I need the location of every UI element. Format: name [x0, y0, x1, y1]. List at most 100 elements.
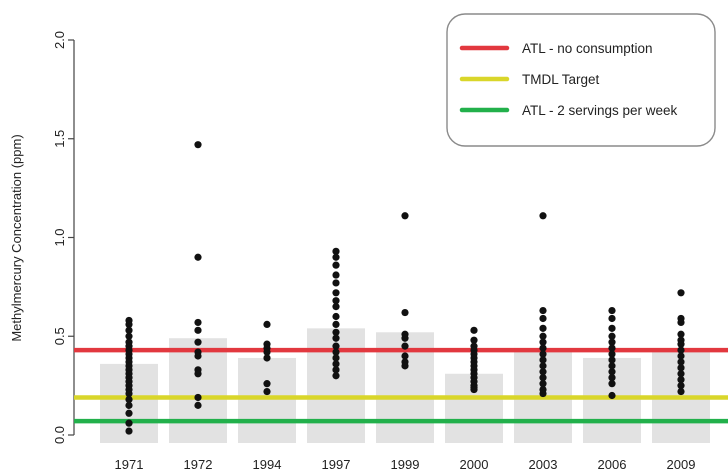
data-point-1972: [194, 401, 202, 409]
data-point-1997: [332, 279, 340, 287]
data-point-2003: [539, 332, 547, 340]
y-tick-label: 0.5: [52, 327, 67, 345]
x-tick-label: 1994: [253, 457, 282, 472]
data-point-2009: [677, 318, 685, 327]
data-point-2003: [539, 356, 547, 364]
data-point-1997: [332, 261, 340, 269]
data-point-2003: [539, 324, 547, 332]
data-point-2009: [677, 289, 685, 297]
data-point-2006: [608, 380, 616, 388]
data-point-1994: [263, 354, 271, 362]
data-point-2003: [539, 374, 547, 382]
data-point-1999: [401, 334, 409, 342]
data-point-1971: [125, 409, 133, 417]
data-point-2009: [677, 330, 685, 338]
data-point-1971: [125, 395, 133, 404]
data-point-1972: [194, 318, 202, 327]
data-point-2009: [677, 376, 685, 384]
data-point-2006: [608, 391, 616, 400]
data-point-1997: [332, 289, 340, 297]
data-point-2006: [608, 356, 616, 364]
data-point-2003: [539, 350, 547, 358]
data-point-1997: [332, 334, 340, 342]
x-tick-label: 2003: [529, 457, 558, 472]
data-point-1994: [263, 320, 271, 328]
data-point-2003: [539, 338, 547, 346]
data-point-1972: [194, 338, 202, 346]
legend-label: ATL - 2 servings per week: [522, 103, 678, 118]
y-axis-label: Methylmercury Concentration (ppm): [9, 134, 24, 341]
data-point-2006: [608, 344, 616, 352]
data-point-1999: [401, 212, 409, 220]
data-point-1997: [332, 354, 340, 362]
data-point-1997: [332, 320, 340, 328]
data-point-1997: [332, 297, 340, 305]
data-point-1997: [332, 247, 340, 255]
data-point-2009: [677, 340, 685, 348]
data-point-1999: [401, 352, 409, 360]
y-tick-label: 1.5: [52, 130, 67, 148]
data-point-2003: [539, 314, 547, 323]
data-point-1971: [125, 401, 133, 409]
x-tick-label: 2000: [460, 457, 489, 472]
data-point-2003: [539, 380, 547, 388]
data-point-2009: [677, 364, 685, 372]
data-point-1972: [194, 253, 202, 261]
data-point-1999: [401, 362, 409, 370]
y-tick-label: 2.0: [52, 31, 67, 49]
data-point-2000: [470, 385, 478, 394]
data-point-2006: [608, 324, 616, 332]
data-point-1997: [332, 348, 340, 356]
data-point-2009: [677, 370, 685, 378]
legend: ATL - no consumption TMDL Target ATL - 2 s…: [446, 13, 716, 147]
data-point-1994: [263, 387, 271, 396]
data-point-1997: [332, 253, 340, 261]
data-point-2003: [539, 212, 547, 220]
data-point-2009: [677, 387, 685, 396]
data-point-1999: [401, 342, 409, 350]
legend-label: TMDL Target: [522, 72, 600, 87]
bar-1994: [238, 357, 296, 443]
data-point-1971: [125, 326, 133, 334]
y-tick-label: 0.0: [52, 426, 67, 444]
x-tick-label: 1971: [115, 457, 144, 472]
y-tick-label: 1.0: [52, 228, 67, 246]
x-tick-labels: 1971 1972 1994 1997 1999 2000 2003 2006 2009: [115, 457, 696, 472]
data-point-1971: [125, 427, 133, 435]
data-point-1971: [125, 419, 133, 427]
data-point-2003: [539, 344, 547, 352]
x-tick-label: 2006: [598, 457, 627, 472]
data-point-2003: [539, 306, 547, 315]
legend-box: [446, 13, 716, 147]
data-point-1997: [332, 328, 340, 336]
data-point-1997: [332, 372, 340, 380]
data-point-2006: [608, 306, 616, 315]
data-point-2003: [539, 368, 547, 376]
data-point-2003: [539, 389, 547, 398]
data-point-2000: [470, 336, 478, 344]
data-point-1971: [125, 389, 133, 398]
data-point-2006: [608, 374, 616, 382]
legend-label: ATL - no consumption: [522, 41, 653, 56]
data-point-1997: [332, 303, 340, 311]
data-point-2006: [608, 368, 616, 376]
data-point-1972: [194, 326, 202, 334]
data-point-1972: [194, 352, 202, 360]
data-point-1972: [194, 370, 202, 378]
data-point-1972: [194, 393, 202, 402]
x-tick-label: 1999: [391, 457, 420, 472]
data-points: [125, 141, 685, 435]
data-point-1997: [332, 271, 340, 279]
data-point-2000: [470, 326, 478, 334]
x-tick-label: 1972: [184, 457, 213, 472]
x-tick-label: 2009: [667, 457, 696, 472]
data-point-2009: [677, 352, 685, 360]
data-point-2009: [677, 358, 685, 366]
data-point-1999: [401, 308, 409, 317]
data-point-2006: [608, 350, 616, 358]
data-point-1997: [332, 312, 340, 321]
data-point-1997: [332, 366, 340, 374]
data-point-2006: [608, 362, 616, 370]
data-point-1994: [263, 348, 271, 356]
